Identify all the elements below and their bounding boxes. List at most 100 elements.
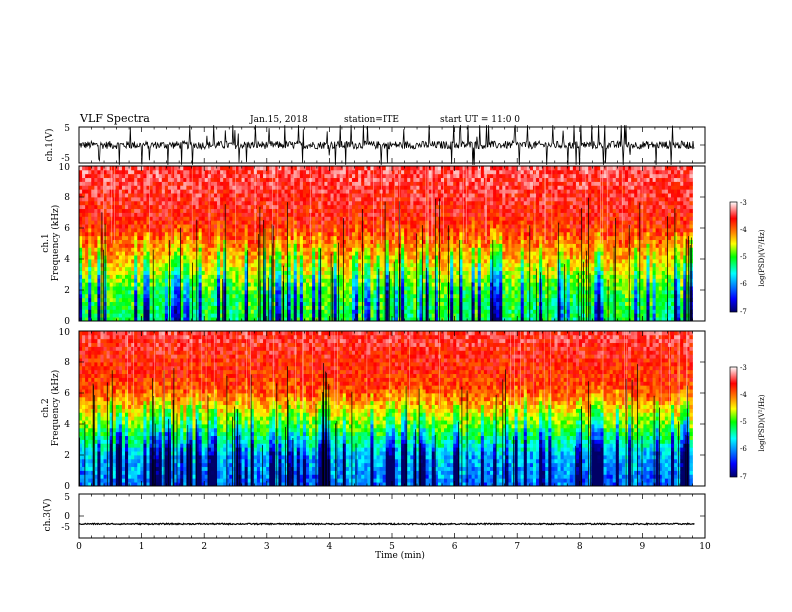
spec1-cell	[339, 177, 344, 182]
spec1-cell	[324, 255, 328, 260]
spec1-cell	[299, 197, 304, 202]
spec1-cell	[364, 305, 368, 310]
spec1-cell	[444, 239, 448, 244]
spec1-cell	[388, 216, 393, 221]
spec1-cell	[177, 228, 181, 233]
spec1-cell	[220, 243, 224, 248]
spec1-cell	[241, 197, 246, 202]
spec1-cell	[158, 200, 163, 206]
spec1-cell	[287, 169, 292, 175]
spec1-cell	[324, 309, 328, 314]
spec1-cell	[324, 181, 328, 186]
spec1-cell	[404, 262, 408, 268]
spec1-cell	[180, 313, 184, 318]
spec1-cell	[284, 278, 288, 283]
spec1-cell	[388, 286, 393, 291]
spec1-cell	[315, 274, 319, 279]
spec1-cell	[79, 301, 83, 306]
spec1-cell	[293, 274, 298, 279]
spec1-cell	[259, 220, 264, 225]
spec1-cell	[422, 309, 427, 314]
spec1-cell	[131, 189, 135, 194]
spec1-cell	[272, 197, 276, 202]
spec1-cell	[296, 239, 301, 244]
spec1-cell	[342, 262, 347, 268]
spec1-cell	[131, 259, 135, 264]
spec1-cell	[164, 282, 169, 287]
spec1-cell	[189, 259, 193, 264]
spec1-cell	[186, 228, 190, 233]
spec1-cell	[379, 228, 384, 233]
spec1-cell	[324, 212, 328, 217]
spec1-cell	[241, 169, 246, 175]
spec1-cell	[112, 255, 117, 260]
spec1-cell	[97, 255, 101, 260]
spec1-cell	[447, 251, 451, 256]
spec1-cell	[146, 259, 150, 264]
spec1-cell	[352, 266, 356, 272]
spec1-cell	[315, 266, 319, 272]
spec1-cell	[91, 228, 95, 233]
spec1-cell	[391, 173, 396, 179]
spec1-cell	[229, 204, 233, 210]
spec1-cell	[266, 181, 270, 186]
spec1-cell	[318, 251, 322, 256]
spec1-cell	[152, 313, 157, 318]
spec1-cell	[299, 216, 304, 221]
spec1-cell	[109, 293, 114, 299]
spec1-cell	[342, 216, 347, 221]
spec1-cell	[180, 231, 184, 237]
spec1-cell	[229, 251, 233, 256]
spec1-cell	[373, 208, 377, 213]
spec1-cell	[379, 235, 384, 241]
spec1-cell	[361, 278, 365, 283]
spec1-cell	[131, 169, 135, 175]
spec1-cell	[115, 266, 120, 272]
spec1-cell	[125, 200, 129, 206]
spec1-cell	[394, 270, 399, 275]
spec1-cell	[232, 204, 236, 210]
spec1-cell	[266, 243, 270, 248]
spec1-cell	[324, 220, 328, 225]
spec1-cell	[226, 262, 230, 268]
spec1-cell	[330, 251, 334, 256]
spec1-cell	[195, 197, 200, 202]
spec1-cell	[140, 255, 144, 260]
spec1-cell	[348, 290, 353, 295]
spec1-cell	[192, 239, 196, 244]
spec1-cell	[198, 166, 203, 171]
spec1-cell	[385, 177, 390, 182]
spec1-cell	[131, 243, 135, 248]
spec1-cell	[128, 270, 132, 275]
spec1-cell	[204, 313, 209, 318]
spec1-cell	[388, 220, 393, 225]
spec1-cell	[161, 185, 166, 190]
spec1-cell	[149, 208, 154, 213]
spec1-cell	[137, 166, 141, 171]
spec1-cell	[339, 235, 344, 241]
spec1-cell	[134, 297, 138, 303]
spec1-cell	[324, 278, 328, 283]
spec1-cell	[391, 317, 396, 322]
spec1-cell	[394, 297, 399, 303]
spec1-cell	[422, 282, 427, 287]
spec1-cell	[324, 185, 328, 190]
spec1-cell	[278, 266, 282, 272]
spec1-cell	[97, 274, 101, 279]
spec1-cell	[284, 208, 288, 213]
spec1-cell	[210, 317, 215, 322]
spec1-cell	[174, 247, 178, 252]
spec1-cell	[269, 305, 273, 310]
spec1-cell	[118, 255, 123, 260]
spec1-cell	[91, 189, 95, 194]
spec1-cell	[444, 169, 448, 175]
spec1-cell	[321, 297, 325, 303]
spec1-cell	[312, 177, 316, 182]
spec1-cell	[269, 200, 273, 206]
spec1-cell	[345, 247, 350, 252]
spec1-cell	[440, 278, 445, 283]
spec1-cell	[134, 197, 138, 202]
spec1-cell	[401, 270, 405, 275]
spec1-cell	[164, 228, 169, 233]
spec1-cell	[321, 189, 325, 194]
